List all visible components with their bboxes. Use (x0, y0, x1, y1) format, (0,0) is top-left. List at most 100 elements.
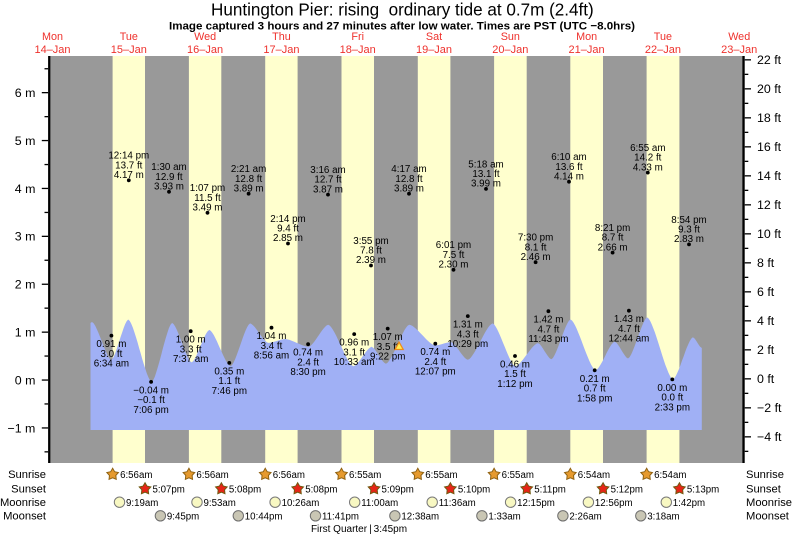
svg-text:8:30 pm: 8:30 pm (290, 367, 325, 378)
svg-text:−4 ft: −4 ft (757, 430, 782, 444)
svg-text:0.96 m: 0.96 m (339, 338, 369, 349)
svg-text:2 m: 2 m (15, 278, 36, 292)
svg-text:3.93 m: 3.93 m (154, 182, 184, 193)
svg-text:1:07 pm: 1:07 pm (190, 183, 225, 194)
svg-text:Sunset: Sunset (746, 484, 782, 496)
svg-text:12:07 pm: 12:07 pm (415, 367, 456, 378)
svg-text:1.04 m: 1.04 m (257, 331, 287, 342)
svg-text:12:56pm: 12:56pm (595, 498, 633, 509)
svg-text:3.3 ft: 3.3 ft (180, 344, 202, 355)
svg-text:10 ft: 10 ft (757, 227, 782, 241)
svg-text:5:07pm: 5:07pm (153, 485, 185, 496)
svg-text:Fri: Fri (351, 31, 364, 43)
svg-text:0.00 m: 0.00 m (657, 383, 687, 394)
svg-text:0.0 ft: 0.0 ft (661, 393, 683, 404)
svg-text:Mon: Mon (42, 31, 63, 43)
svg-text:11:00am: 11:00am (361, 498, 398, 509)
svg-text:Moonset: Moonset (746, 511, 790, 523)
svg-text:8.1 ft: 8.1 ft (525, 242, 547, 253)
svg-text:2:14 pm: 2:14 pm (270, 214, 305, 225)
svg-text:Wed: Wed (194, 31, 216, 43)
svg-text:−2 ft: −2 ft (757, 401, 782, 415)
svg-text:12.8 ft: 12.8 ft (235, 174, 263, 185)
svg-text:0.74 m: 0.74 m (420, 347, 450, 358)
svg-text:Sun: Sun (501, 31, 520, 43)
svg-text:13.1 ft: 13.1 ft (472, 169, 500, 180)
svg-text:1.5 ft: 1.5 ft (504, 369, 526, 380)
svg-text:1 m: 1 m (15, 326, 36, 340)
svg-text:7.5 ft: 7.5 ft (443, 250, 465, 261)
svg-text:0.46 m: 0.46 m (500, 360, 530, 371)
svg-text:11.5 ft: 11.5 ft (194, 193, 221, 204)
svg-text:3.99 m: 3.99 m (471, 179, 501, 190)
svg-text:12:14 pm: 12:14 pm (108, 151, 149, 162)
svg-text:First Quarter | 3:45pm: First Quarter | 3:45pm (311, 524, 407, 535)
svg-text:6:56am: 6:56am (273, 470, 305, 481)
svg-text:2 ft: 2 ft (757, 343, 775, 357)
svg-text:10:33 am: 10:33 am (334, 357, 375, 368)
svg-text:5 m: 5 m (15, 134, 36, 148)
svg-text:7.8 ft: 7.8 ft (360, 246, 382, 257)
svg-text:23–Jan: 23–Jan (721, 44, 757, 56)
svg-text:Tue: Tue (120, 31, 138, 43)
svg-text:−0.04 m: −0.04 m (133, 385, 169, 396)
svg-text:Sunset: Sunset (11, 484, 47, 496)
svg-text:14–Jan: 14–Jan (34, 44, 70, 56)
svg-text:1.31 m: 1.31 m (453, 320, 483, 331)
svg-text:Mon: Mon (576, 31, 597, 43)
svg-text:14.2 ft: 14.2 ft (634, 153, 662, 164)
svg-text:12 ft: 12 ft (757, 198, 782, 212)
svg-text:2.83 m: 2.83 m (674, 234, 704, 245)
svg-text:3.87 m: 3.87 m (313, 184, 343, 195)
svg-text:10:26am: 10:26am (282, 498, 320, 509)
svg-text:4.17 m: 4.17 m (114, 170, 144, 181)
svg-text:Sat: Sat (426, 31, 442, 43)
svg-text:1:12 pm: 1:12 pm (497, 379, 532, 390)
svg-text:7:30 pm: 7:30 pm (518, 233, 553, 244)
svg-text:11:43 pm: 11:43 pm (528, 334, 568, 345)
svg-text:4.14 m: 4.14 m (554, 171, 584, 182)
svg-text:2.30 m: 2.30 m (439, 260, 469, 271)
svg-text:9:19am: 9:19am (126, 498, 158, 509)
svg-text:6:10 am: 6:10 am (551, 152, 586, 163)
svg-text:2.46 m: 2.46 m (521, 252, 551, 263)
svg-text:−1 m: −1 m (7, 421, 35, 435)
svg-text:1:58 pm: 1:58 pm (577, 393, 612, 404)
svg-text:Sunrise: Sunrise (8, 469, 46, 481)
svg-text:12:38am: 12:38am (401, 512, 439, 523)
svg-text:6:56am: 6:56am (120, 470, 152, 481)
svg-text:1:33am: 1:33am (488, 512, 520, 523)
svg-text:1:30 am: 1:30 am (151, 162, 186, 173)
svg-text:3.89 m: 3.89 m (234, 183, 264, 194)
svg-text:Huntington Pier: rising ordin: Huntington Pier: rising ordinary tide at… (211, 0, 594, 19)
svg-text:Tue: Tue (654, 31, 672, 43)
svg-text:0.91 m: 0.91 m (96, 339, 126, 350)
svg-text:4.7 ft: 4.7 ft (618, 324, 640, 335)
svg-text:19–Jan: 19–Jan (416, 44, 452, 56)
svg-text:0.21 m: 0.21 m (580, 374, 610, 385)
svg-text:Sunrise: Sunrise (746, 469, 784, 481)
svg-text:3:55 pm: 3:55 pm (353, 236, 388, 247)
svg-text:14 ft: 14 ft (757, 169, 782, 183)
svg-text:3:18am: 3:18am (647, 512, 679, 523)
svg-text:Moonrise: Moonrise (0, 497, 46, 509)
svg-text:2.4 ft: 2.4 ft (424, 357, 446, 368)
svg-text:3:16 am: 3:16 am (310, 165, 345, 176)
svg-text:6 ft: 6 ft (757, 285, 775, 299)
svg-text:16–Jan: 16–Jan (187, 44, 223, 56)
svg-text:6:55am: 6:55am (425, 470, 457, 481)
svg-text:0 ft: 0 ft (757, 372, 775, 386)
svg-text:3.4 ft: 3.4 ft (261, 341, 283, 352)
svg-text:10:29 pm: 10:29 pm (447, 339, 488, 350)
svg-text:0.7 ft: 0.7 ft (584, 384, 606, 395)
svg-text:Moonset: Moonset (3, 511, 47, 523)
svg-text:6:55am: 6:55am (349, 470, 381, 481)
svg-text:5:11pm: 5:11pm (534, 485, 566, 496)
svg-text:1.00 m: 1.00 m (176, 335, 206, 346)
svg-text:0.74 m: 0.74 m (293, 348, 323, 359)
svg-text:3.5 ft: 3.5 ft (377, 342, 399, 353)
svg-text:16 ft: 16 ft (757, 140, 782, 154)
svg-text:2:21 am: 2:21 am (231, 164, 266, 175)
svg-text:4:17 am: 4:17 am (391, 164, 426, 175)
svg-text:3.1 ft: 3.1 ft (343, 347, 365, 358)
